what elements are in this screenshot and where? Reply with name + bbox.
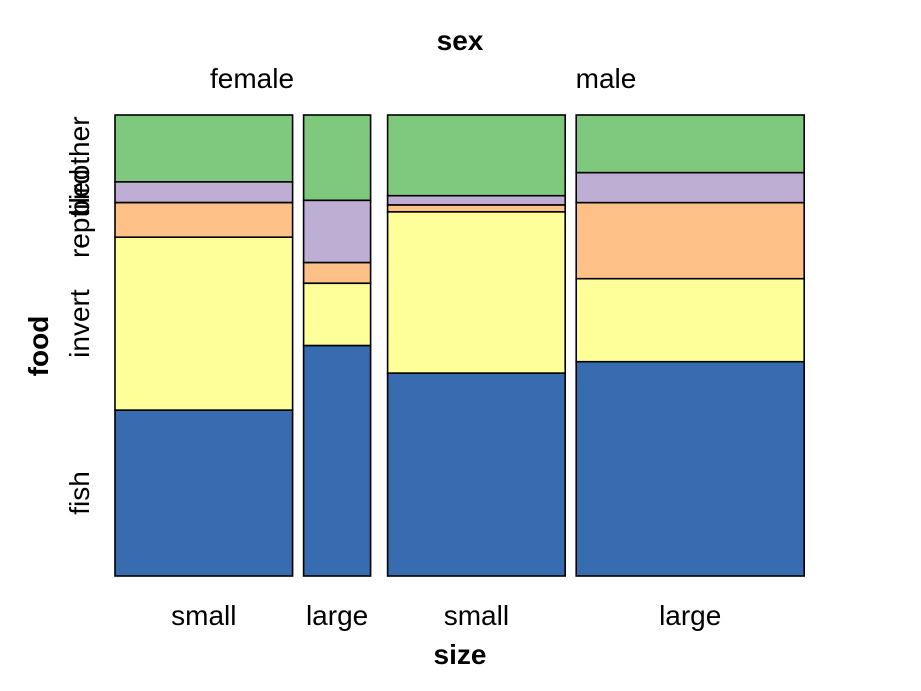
tile-female-small-invert — [114, 236, 294, 411]
column-level-female: female — [210, 63, 294, 94]
tile-area — [114, 114, 806, 577]
tile-female-large-other — [302, 114, 372, 202]
y-tick-label-other: other — [64, 116, 95, 180]
x-tick-labels: small large small large — [171, 600, 721, 631]
tile-male-large-other — [575, 114, 806, 174]
x-tick-label-male-large: large — [659, 600, 721, 631]
column-level-male: male — [576, 63, 637, 94]
tile-female-small-reptile — [114, 201, 294, 239]
column-title: sex — [437, 25, 484, 56]
tile-female-large-invert — [302, 282, 372, 347]
tile-female-large-bird — [302, 199, 372, 264]
x-tick-label-female-large: large — [306, 600, 368, 631]
tile-male-small-invert — [386, 211, 567, 374]
tile-female-small-other — [114, 114, 294, 183]
tile-male-large-fish — [575, 360, 806, 577]
y-tick-label-fish: fish — [64, 471, 95, 515]
tile-male-small-fish — [386, 372, 567, 577]
tile-female-small-fish — [114, 409, 294, 577]
x-tick-label-male-small: small — [444, 600, 509, 631]
y-tick-label-invert: invert — [64, 289, 95, 358]
tile-male-large-invert — [575, 277, 806, 363]
tile-male-small-reptile — [386, 204, 567, 213]
tile-female-large-fish — [302, 344, 372, 577]
y-axis-title: food — [23, 316, 54, 377]
y-tick-label-bird: bird — [64, 169, 95, 216]
y-tick-label-reptile: reptile — [64, 182, 95, 258]
tile-female-large-reptile — [302, 261, 372, 285]
tile-male-large-bird — [575, 171, 806, 204]
tile-male-small-bird — [386, 194, 567, 206]
x-tick-label-female-small: small — [171, 600, 236, 631]
tile-female-small-bird — [114, 181, 294, 204]
x-axis-title: size — [434, 639, 487, 670]
tile-male-small-other — [386, 114, 567, 197]
tile-male-large-reptile — [575, 201, 806, 280]
